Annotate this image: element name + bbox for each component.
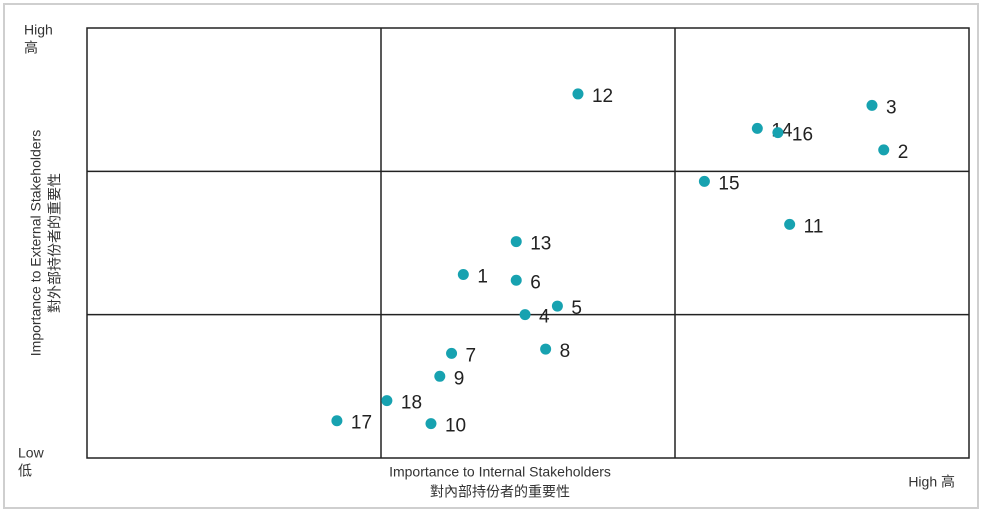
point [331,415,343,427]
point [446,347,458,359]
point-label: 3 [886,97,897,118]
point [572,88,584,100]
y-label: Importance to External Stakeholders [28,130,44,356]
point-label: 10 [445,416,466,437]
x-label-zh: 對內部持份者的重要性 [430,484,570,500]
point [510,236,522,248]
x-high: High 高 [908,474,955,490]
point [784,218,796,230]
point [381,395,393,407]
outer-border [3,3,979,509]
point-label: 6 [530,272,541,293]
point [457,269,469,281]
point [772,127,784,139]
point [551,300,563,312]
point [434,370,446,382]
point [510,274,522,286]
y-low: Low [18,445,45,461]
point-label: 18 [401,393,422,414]
point-label: 16 [792,125,813,146]
point [878,144,890,156]
point-label: 12 [592,86,613,107]
y-label-zh: 對外部持份者的重要性 [47,173,63,313]
plot-frame [86,27,970,459]
point-label: 11 [804,216,824,237]
y-high-zh: 高 [24,40,38,56]
point-label: 15 [718,173,739,194]
x-label: Importance to Internal Stakeholders [389,464,611,480]
point [698,175,710,187]
point-label: 17 [351,413,372,434]
point [751,122,763,134]
point [519,309,531,321]
point-label: 8 [560,341,571,362]
point-label: 2 [898,142,909,163]
point-label: 1 [477,267,488,288]
y-high: High [24,22,53,38]
point-label: 13 [530,234,551,255]
point-label: 7 [466,345,477,366]
point-label: 5 [571,298,582,319]
y-low-zh: 低 [18,463,32,479]
point-label: 9 [454,368,465,389]
point-label: 4 [539,307,550,328]
point [425,418,437,430]
point [866,99,878,111]
point [540,343,552,355]
